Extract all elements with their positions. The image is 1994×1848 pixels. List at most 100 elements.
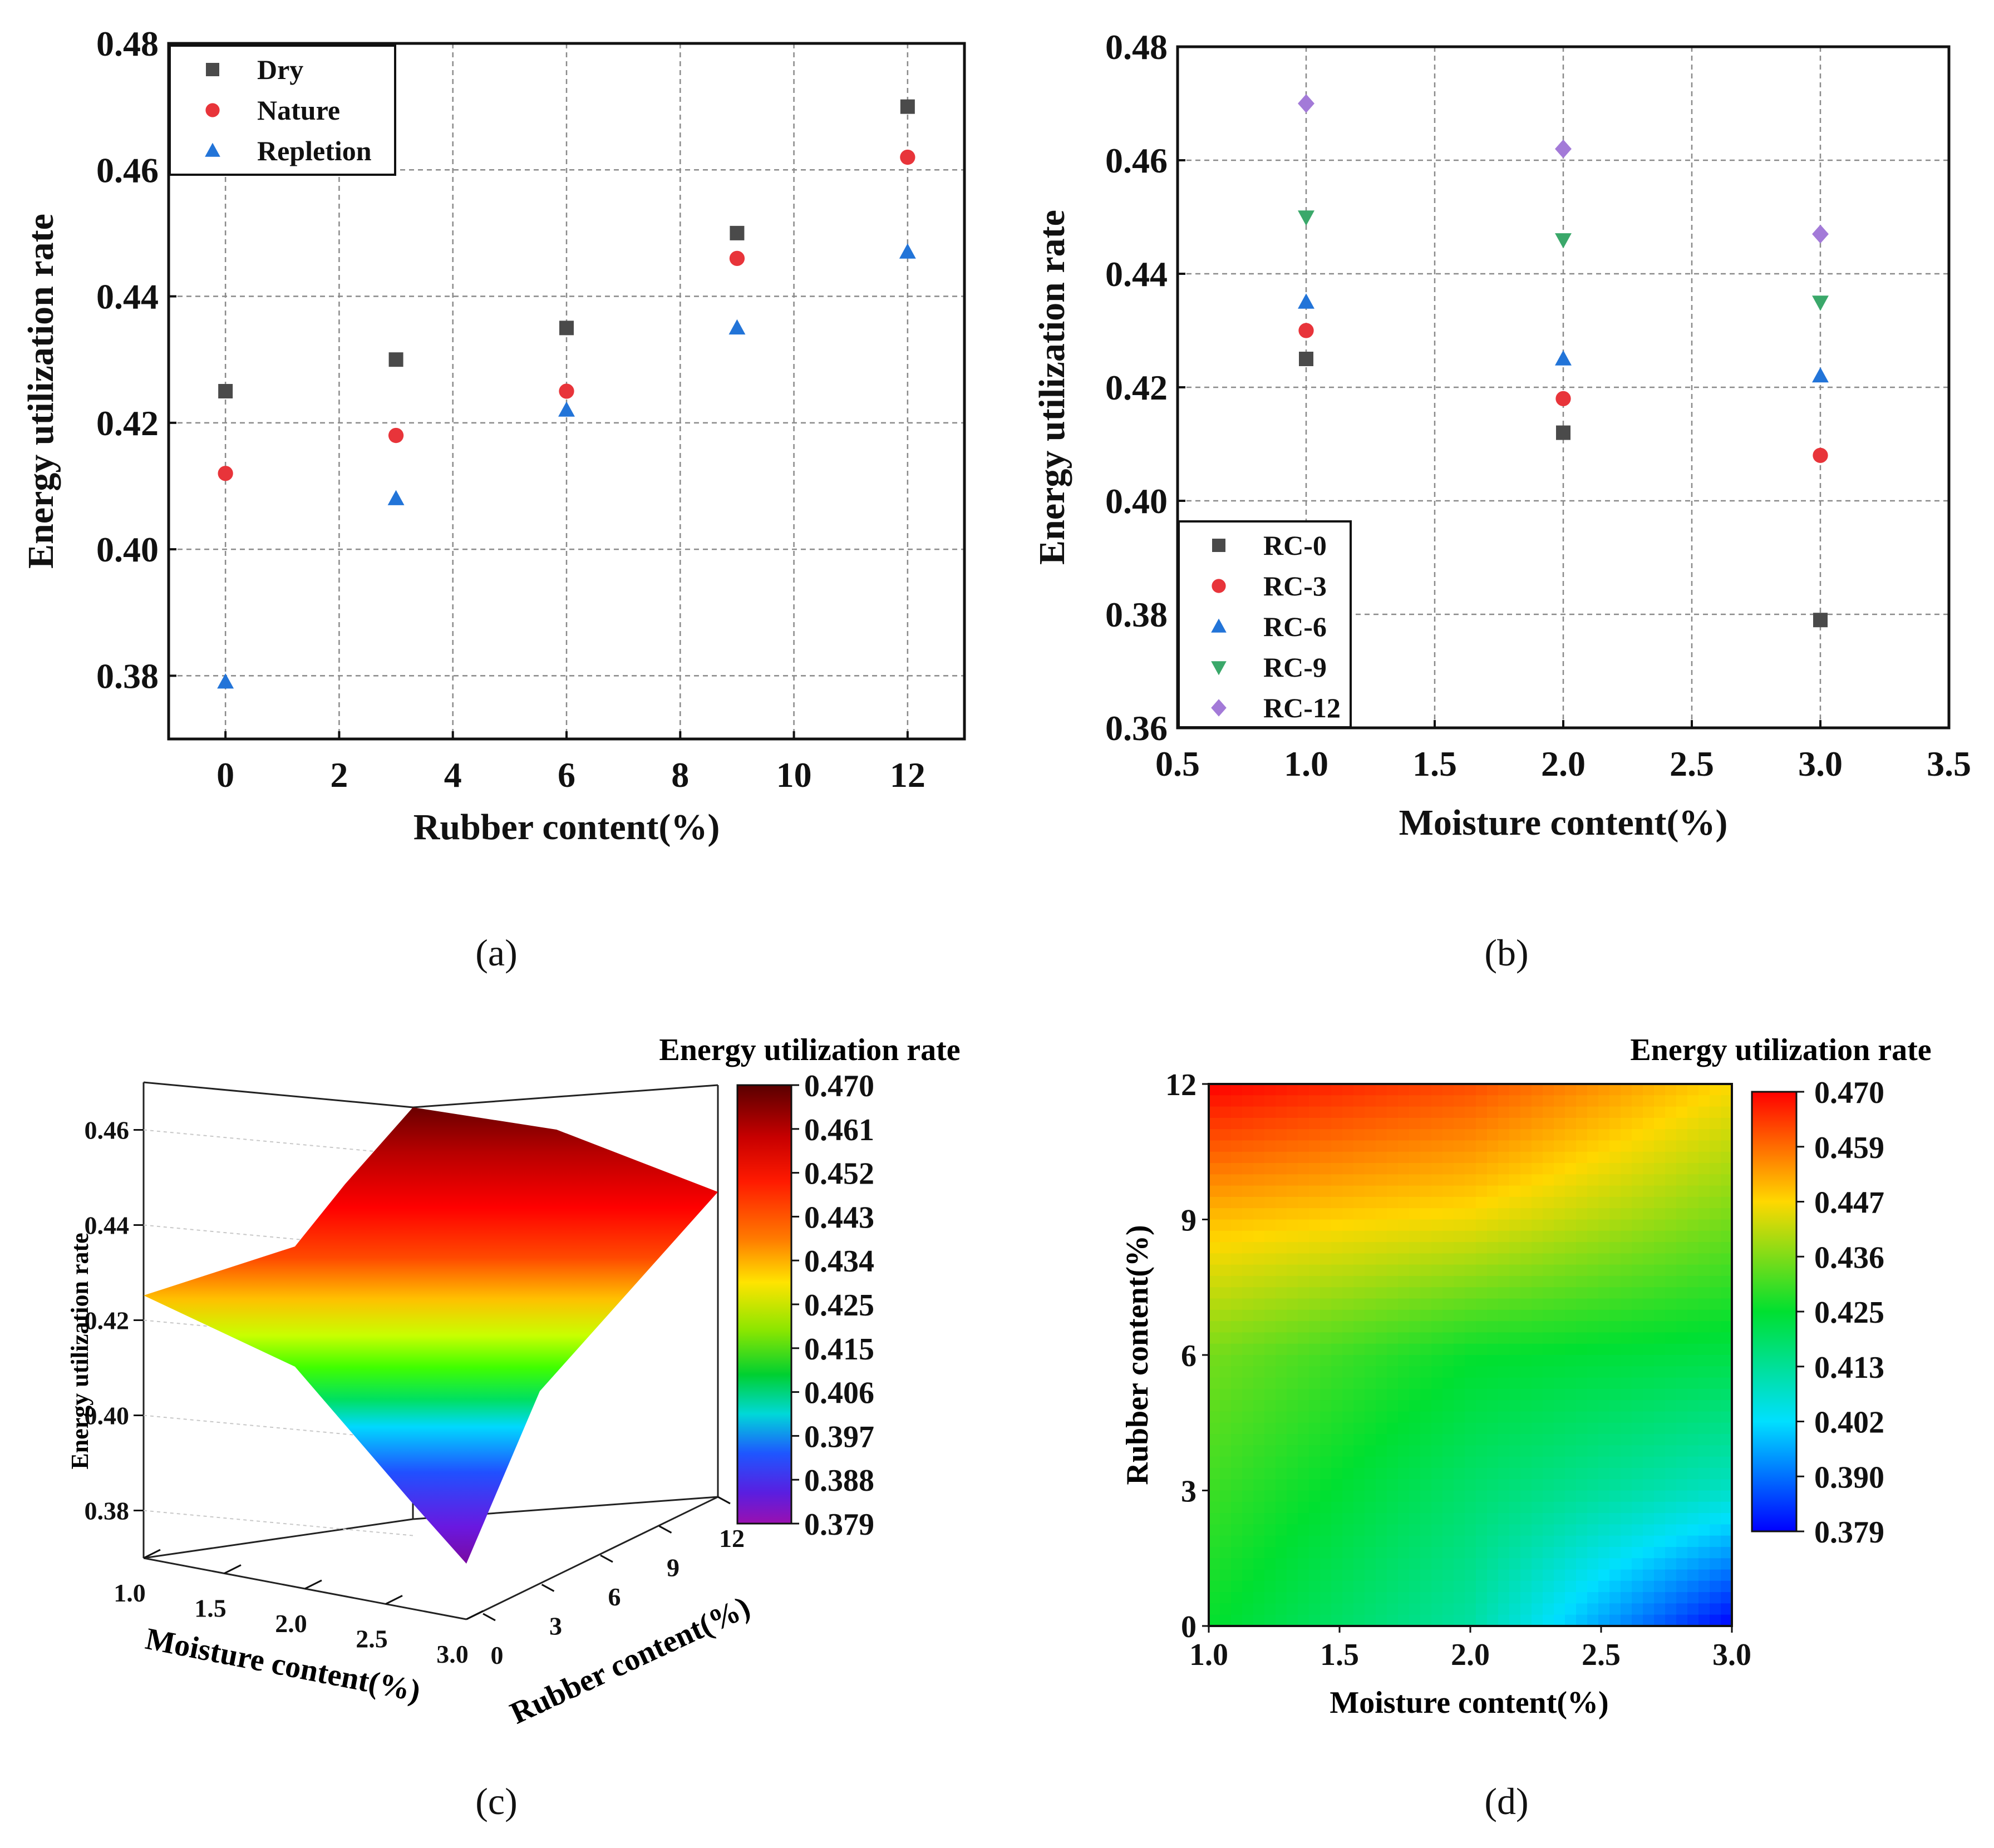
panel-d-heat-cell — [1576, 1230, 1588, 1243]
panel-d-heat-cell — [1442, 1535, 1454, 1548]
panel-d-heat-cell — [1665, 1343, 1677, 1356]
panel-d-heat-cell — [1532, 1298, 1543, 1310]
a-point-repletion — [728, 319, 746, 335]
panel-d-heat-cell — [1509, 1298, 1521, 1310]
b-legend-marker-rc-12 — [1211, 699, 1227, 717]
panel-d-heat-cell — [1465, 1377, 1476, 1389]
panel-c-ytick-label: 3 — [549, 1612, 562, 1640]
panel-d-heat-cell — [1420, 1084, 1432, 1096]
panel-d-heat-cell — [1231, 1558, 1243, 1570]
panel-d-heat-cell — [1387, 1095, 1399, 1107]
panel-d-heat-cell — [1398, 1275, 1410, 1288]
panel-d-heat-cell — [1331, 1592, 1343, 1604]
panel-d-heat-cell — [1721, 1230, 1732, 1243]
panel-d-heat-cell — [1287, 1580, 1298, 1593]
panel-d-heat-cell — [1498, 1140, 1510, 1152]
panel-d-heat-cell — [1565, 1219, 1577, 1231]
panel-d-heat-cell — [1209, 1569, 1220, 1581]
panel-d-heat-cell — [1710, 1275, 1721, 1288]
panel-d-heat-cell — [1632, 1242, 1643, 1254]
panel-d-heat-cell — [1632, 1095, 1643, 1107]
panel-d-heat-cell — [1609, 1253, 1621, 1265]
panel-d-heat-cell — [1220, 1513, 1232, 1525]
panel-d-heat-cell — [1520, 1140, 1532, 1152]
panel-d-heat-cell — [1476, 1196, 1488, 1209]
panel-d-heat-cell — [1643, 1117, 1655, 1130]
panel-d-heat-cell — [1420, 1343, 1432, 1356]
panel-d-heat-cell — [1209, 1129, 1220, 1141]
panel-d-heat-cell — [1676, 1332, 1688, 1344]
panel-d-heat-cell — [1387, 1264, 1399, 1277]
panel-d-heat-cell — [1687, 1084, 1699, 1096]
panel-d-heat-cell — [1454, 1524, 1465, 1536]
panel-d-heat-cell — [1309, 1343, 1321, 1356]
panel-a-ticks: 0 2 4 6 8 10 120.380.400.420.440.460.48 — [96, 24, 925, 795]
panel-d-heat-cell — [1609, 1275, 1621, 1288]
panel-d-heat-cell — [1710, 1230, 1721, 1243]
panel-d-heat-cell — [1643, 1513, 1655, 1525]
panel-d-heat-cell — [1320, 1208, 1332, 1220]
panel-d-heat-cell — [1710, 1614, 1721, 1626]
panel-d-heat-cell — [1409, 1614, 1421, 1626]
panel-d-heat-cell — [1287, 1400, 1298, 1412]
panel-d-heat-cell — [1643, 1546, 1655, 1559]
panel-d-heat-cell — [1365, 1546, 1376, 1559]
panel-d-heat-cell — [1365, 1445, 1376, 1457]
panel-d-heat-cell — [1387, 1535, 1399, 1548]
panel-d-heat-cell — [1298, 1242, 1309, 1254]
b-point-rc-12 — [1812, 224, 1829, 244]
panel-d-heat-cell — [1598, 1298, 1610, 1310]
panel-d-heat-cell — [1532, 1242, 1543, 1254]
panel-d-heat-cell — [1621, 1084, 1632, 1096]
panel-d-heat-cell — [1220, 1287, 1232, 1299]
panel-d-heat-cell — [1420, 1580, 1432, 1593]
panel-d-heat-cell — [1698, 1603, 1710, 1615]
panel-d-heat-cell — [1543, 1355, 1554, 1367]
panel-d-heat-cell — [1476, 1264, 1488, 1277]
panel-d-heat-cell — [1587, 1219, 1599, 1231]
panel-d-heat-cell — [1498, 1513, 1510, 1525]
panel-d-heat-cell — [1532, 1479, 1543, 1491]
panel-d-heat-cell — [1231, 1163, 1243, 1175]
panel-d-heat-cell — [1665, 1524, 1677, 1536]
panel-d-heat-cell — [1598, 1185, 1610, 1197]
panel-d-heat-cell — [1543, 1580, 1554, 1593]
panel-d-heat-cell — [1309, 1298, 1321, 1310]
panel-d-heat-cell — [1365, 1332, 1376, 1344]
panel-d-heat-cell — [1520, 1592, 1532, 1604]
panel-d-heat-cell — [1442, 1084, 1454, 1096]
panel-d-heat-cell — [1387, 1242, 1399, 1254]
panel-d-heat-cell — [1576, 1196, 1588, 1209]
panel-d-heat-cell — [1376, 1084, 1387, 1096]
panel-d-heat-cell — [1420, 1524, 1432, 1536]
panel-d-heat-cell — [1298, 1400, 1309, 1412]
panel-d-heat-cell — [1209, 1230, 1220, 1243]
panel-d-heat-cell — [1509, 1546, 1521, 1559]
panel-d-heat-cell — [1409, 1106, 1421, 1118]
panel-d-heat-cell — [1576, 1614, 1588, 1626]
panel-d-heat-cell — [1721, 1479, 1732, 1491]
panel-d-heat-cell — [1598, 1569, 1610, 1581]
panel-d-heat-cell — [1587, 1106, 1599, 1118]
panel-d-heat-cell — [1309, 1377, 1321, 1389]
panel-d-heat-cell — [1598, 1479, 1610, 1491]
panel-d-heat-cell — [1721, 1400, 1732, 1412]
panel-d-heat-cell — [1431, 1208, 1443, 1220]
panel-d-heat-cell — [1520, 1422, 1532, 1435]
panel-d-heat-cell — [1698, 1501, 1710, 1514]
panel-d-heat-cell — [1587, 1445, 1599, 1457]
panel-d-heat-cell — [1643, 1467, 1655, 1480]
panel-d-heat-cell — [1576, 1321, 1588, 1333]
panel-d-heat-cell — [1431, 1163, 1443, 1175]
panel-d-heat-cell — [1543, 1366, 1554, 1378]
panel-d-heat-cell — [1454, 1275, 1465, 1288]
panel-d-heat-cell — [1398, 1287, 1410, 1299]
panel-d-heat-cell — [1454, 1185, 1465, 1197]
b-point-rc-6 — [1298, 293, 1314, 309]
panel-d-heat-cell — [1276, 1411, 1287, 1423]
panel-d-heat-cell — [1365, 1298, 1376, 1310]
panel-d-heat-cell — [1587, 1151, 1599, 1164]
panel-d-heat-cell — [1598, 1467, 1610, 1480]
panel-d-heat-cell — [1264, 1445, 1276, 1457]
panel-d-heat-cell — [1621, 1422, 1632, 1435]
